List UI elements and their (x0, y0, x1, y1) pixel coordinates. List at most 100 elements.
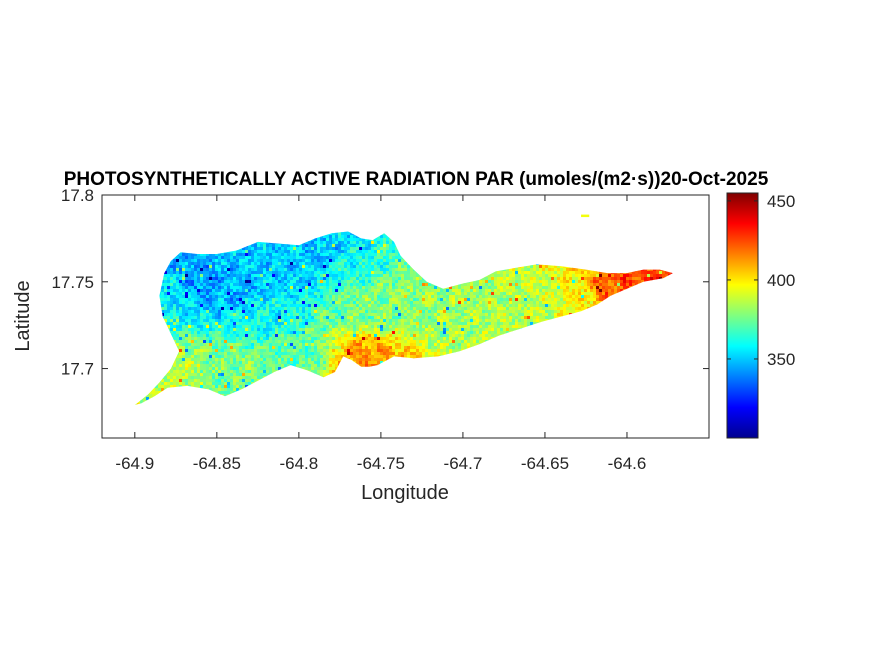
heatmap-cell (344, 271, 348, 275)
heatmap-cell (242, 274, 246, 278)
heatmap-cell (584, 268, 588, 272)
heatmap-cell (422, 283, 426, 287)
heatmap-cell (221, 277, 225, 281)
heatmap-cell (224, 268, 228, 272)
heatmap-cell (506, 292, 510, 296)
heatmap-cell (383, 277, 387, 281)
heatmap-cell (161, 280, 165, 284)
heatmap-cell (404, 286, 408, 290)
heatmap-cell (329, 256, 333, 260)
heatmap-cell (440, 295, 444, 299)
heatmap-cell (350, 283, 354, 287)
heatmap-cell (281, 259, 285, 263)
heatmap-cell (371, 283, 375, 287)
heatmap-cell (371, 265, 375, 269)
heatmap-cell (350, 244, 354, 248)
heatmap-cell (386, 247, 390, 251)
heatmap-cell (599, 274, 603, 278)
heatmap-cell (473, 280, 477, 284)
heatmap-cell (299, 298, 303, 302)
heatmap-cell (479, 295, 483, 299)
heatmap-cell (485, 292, 489, 296)
heatmap-cell (587, 283, 591, 287)
heatmap-cell (344, 280, 348, 284)
heatmap-cell (548, 283, 552, 287)
heatmap-cell (284, 277, 288, 281)
heatmap-cell (356, 283, 360, 287)
heatmap-cell (269, 280, 273, 284)
heatmap-cell (356, 292, 360, 296)
heatmap-cell (431, 286, 435, 290)
heatmap-cell (266, 283, 270, 287)
heatmap-cell (230, 262, 234, 266)
heatmap-cell (179, 265, 183, 269)
heatmap-cell (287, 250, 291, 254)
heatmap-cell (581, 295, 585, 299)
heatmap-cell (455, 295, 459, 299)
heatmap-cell (557, 289, 561, 293)
heatmap-cell (260, 241, 264, 245)
heatmap-cell (353, 289, 357, 293)
heatmap-cell (215, 256, 219, 260)
heatmap-cell (284, 268, 288, 272)
heatmap-cell (341, 286, 345, 290)
heatmap-cell (596, 283, 600, 287)
heatmap-cell (392, 259, 396, 263)
heatmap-cell (314, 262, 318, 266)
heatmap-cell (398, 262, 402, 266)
heatmap-cell (605, 280, 609, 284)
heatmap-cell (554, 289, 558, 293)
heatmap-cell (320, 256, 324, 260)
heatmap-cell (278, 268, 282, 272)
heatmap-cell (542, 277, 546, 281)
heatmap-cell (278, 262, 282, 266)
heatmap-cell (233, 256, 237, 260)
heatmap-cell (521, 292, 525, 296)
heatmap-cell (182, 259, 186, 263)
heatmap-cell (410, 271, 414, 275)
heatmap-cell (512, 280, 516, 284)
heatmap-cell (305, 253, 309, 257)
heatmap-cell (491, 295, 495, 299)
heatmap-cell (542, 274, 546, 278)
heatmap-cell (320, 271, 324, 275)
heatmap-cell (404, 274, 408, 278)
heatmap-cell (344, 253, 348, 257)
heatmap-cell (239, 292, 243, 296)
heatmap-cell (275, 244, 279, 248)
heatmap-cell (224, 295, 228, 299)
heatmap-cell (221, 295, 225, 299)
heatmap-cell (281, 286, 285, 290)
heatmap-cell (410, 292, 414, 296)
heatmap-cell (173, 262, 177, 266)
heatmap-cell (269, 277, 273, 281)
heatmap-cell (299, 268, 303, 272)
heatmap-cell (290, 286, 294, 290)
heatmap-cell (287, 298, 291, 302)
heatmap-cell (326, 289, 330, 293)
heatmap-cell (596, 274, 600, 278)
heatmap-cell (176, 277, 180, 281)
heatmap-cell (242, 262, 246, 266)
heatmap-cell (212, 274, 216, 278)
heatmap-cell (545, 289, 549, 293)
heatmap-cell (251, 292, 255, 296)
heatmap-cell (218, 268, 222, 272)
heatmap-cell (275, 298, 279, 302)
heatmap-cell (359, 268, 363, 272)
heatmap-cell (476, 280, 480, 284)
heatmap-cell (254, 247, 258, 251)
heatmap-cell (605, 292, 609, 296)
heatmap-cell (197, 271, 201, 275)
heatmap-cell (221, 271, 225, 275)
heatmap-cell (575, 280, 579, 284)
heatmap-cell (623, 277, 627, 281)
heatmap-cell (569, 268, 573, 272)
heatmap-cell (377, 241, 381, 245)
heatmap-cell (194, 283, 198, 287)
heatmap-cell (428, 286, 432, 290)
heatmap-cell (200, 259, 204, 263)
heatmap-cell (293, 295, 297, 299)
heatmap-cell (392, 292, 396, 296)
heatmap-cell (401, 274, 405, 278)
